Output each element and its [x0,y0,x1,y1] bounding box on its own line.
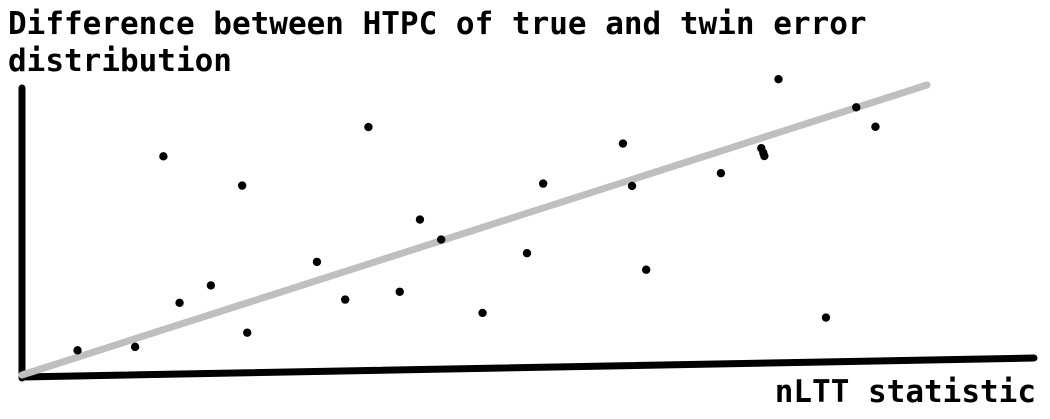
data-point [852,103,861,112]
data-point [538,179,548,188]
data-point [415,215,425,224]
data-point [395,287,404,296]
x-axis-label: nLTT statistic [774,374,1036,410]
data-point [760,151,769,161]
data-point [175,298,184,307]
data-point [206,281,216,290]
data-point [716,168,726,178]
data-point [627,181,637,191]
data-point [522,249,532,258]
data-point [130,342,140,352]
data-point [436,235,446,244]
y-axis-label: Difference between HTPC of true and twin… [8,6,867,79]
data-point [364,122,373,132]
data-point [618,139,628,148]
data-point [312,257,322,267]
data-point [641,265,651,274]
data-point [821,313,831,322]
trend-line [18,81,931,379]
x-axis-line [18,354,1038,381]
data-points [73,75,880,355]
data-point [341,295,350,304]
data-point [243,328,252,337]
data-point [73,346,82,355]
data-point [237,181,247,190]
data-point [159,152,168,161]
data-point [774,75,783,84]
axes [18,84,1038,382]
data-point [871,122,880,131]
data-point [478,308,487,318]
